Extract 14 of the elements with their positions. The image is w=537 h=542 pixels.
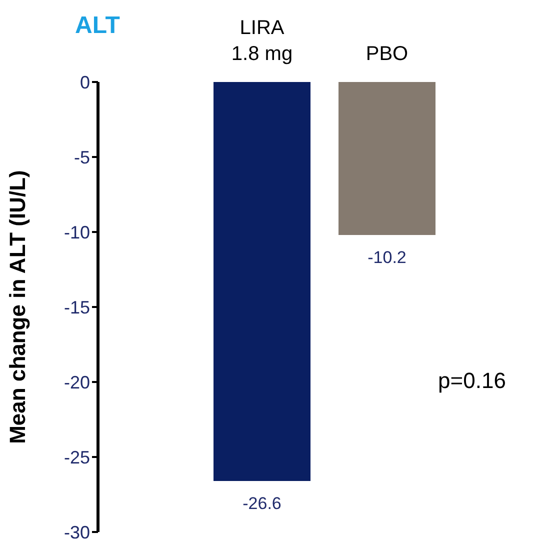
- annotation: p=0.16: [438, 368, 506, 393]
- y-tick-label: 0: [80, 72, 90, 92]
- y-tick-label: -30: [64, 522, 90, 542]
- y-axis-title: Mean change in ALT (IU/L): [4, 170, 30, 444]
- chart-title: ALT: [75, 12, 120, 39]
- y-tick-label: -25: [64, 447, 90, 468]
- y-tick-label: -15: [64, 297, 90, 318]
- x-tick-label: PBO: [366, 43, 408, 65]
- data-label: -26.6: [242, 494, 282, 513]
- x-tick-label: LIRA 1.8 mg: [231, 17, 293, 65]
- y-tick-label: -10: [64, 222, 90, 242]
- y-tick-label: -20: [64, 372, 90, 392]
- data-label: -10.2: [368, 248, 406, 267]
- y-tick-label: -5: [74, 147, 90, 168]
